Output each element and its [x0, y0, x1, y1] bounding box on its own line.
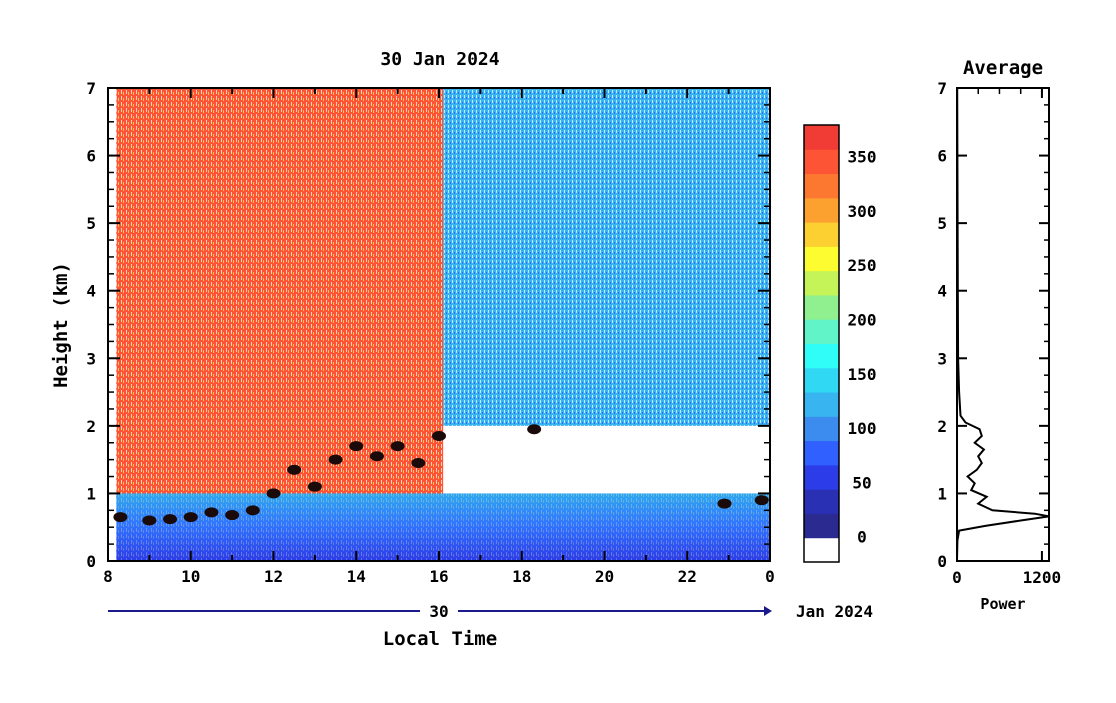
layer-point-1 [113, 512, 128, 523]
colorbar-swatch-6 [804, 392, 839, 417]
layer-point-13 [369, 451, 384, 462]
colorbar-swatch-11 [804, 270, 839, 296]
layer-point-2 [142, 515, 157, 526]
x-tick-label-3: 14 [347, 567, 366, 586]
layer-point-8 [266, 488, 281, 499]
layer-point-17 [527, 424, 542, 435]
colorbar-swatch-14 [804, 197, 839, 223]
y-tick-label-3: 3 [86, 349, 96, 368]
heatmap-region-texture-2 [443, 88, 770, 426]
profile-y-tick-label-4: 4 [937, 282, 947, 301]
colorbar-swatch-16 [804, 149, 839, 175]
heatmap-x-label: Local Time [383, 628, 497, 650]
date-axis-arrow [764, 606, 772, 616]
profile-y-tick-label-3: 3 [937, 349, 947, 368]
y-tick-label-2: 2 [86, 417, 96, 436]
heatmap-region-texture-1 [116, 88, 444, 501]
heatmap-region-texture-3 [116, 493, 770, 561]
profile-y-tick-label-2: 2 [937, 417, 947, 436]
profile-y-ticks: 0 1 2 3 4 5 6 7 [937, 79, 1049, 571]
colorbar-swatch-9 [804, 319, 839, 344]
colorbar-tick-label-4: 200 [848, 311, 877, 330]
colorbar-tick-label-1: 50 [852, 473, 871, 492]
heatmap-x-ticks: 8 10 12 14 16 18 20 22 0 [103, 88, 775, 586]
x-tick-label-1: 10 [181, 567, 200, 586]
colorbar-swatch-15 [804, 173, 839, 199]
layer-point-10 [307, 481, 322, 492]
profile-y-tick-label-5: 5 [937, 214, 947, 233]
layer-point-7 [245, 505, 260, 516]
x-tick-label-6: 20 [595, 567, 614, 586]
profile-x-tick-label-0: 0 [952, 568, 962, 587]
y-tick-label-6: 6 [86, 147, 96, 166]
layer-point-3 [163, 514, 178, 525]
layer-point-6 [225, 510, 240, 521]
heatmap-title: 30 Jan 2024 [380, 49, 499, 70]
heatmap-y-ticks: 0 1 2 3 4 5 6 7 [86, 79, 770, 571]
x-tick-label-2: 12 [264, 567, 283, 586]
x-tick-label-7: 22 [678, 567, 697, 586]
x-tick-label-5: 18 [512, 567, 531, 586]
x-tick-label-8: 0 [765, 567, 775, 586]
profile-y-tick-label-6: 6 [937, 147, 947, 166]
colorbar-swatch-4 [804, 440, 839, 466]
layer-point-9 [287, 464, 302, 475]
y-tick-label-4: 4 [86, 282, 96, 301]
layer-point-16 [432, 430, 446, 441]
colorbar-tick-label-5: 250 [848, 256, 877, 275]
profile-x-ticks: 0 1200 [952, 88, 1061, 587]
layer-point-14 [390, 441, 405, 452]
colorbar-swatch-7 [804, 367, 839, 393]
profile-line [956, 87, 1050, 562]
cloud-layer [113, 424, 769, 526]
profile-y-tick-label-0: 0 [937, 552, 947, 571]
colorbar-swatch-13 [804, 222, 839, 247]
colorbar-swatch-1 [804, 513, 839, 539]
layer-point-18 [717, 498, 732, 509]
profile-y-tick-label-7: 7 [937, 79, 947, 98]
profile-y-tick-label-1: 1 [937, 484, 947, 503]
date-axis-month: Jan 2024 [796, 602, 873, 621]
colorbar-tick-label-3: 150 [848, 365, 877, 384]
colorbar-tick-label-2: 100 [848, 419, 877, 438]
layer-point-19 [754, 495, 769, 506]
colorbar-swatch-17 [804, 125, 839, 150]
heatmap-regions [116, 88, 770, 561]
y-tick-label-1: 1 [86, 484, 96, 503]
layer-point-11 [328, 454, 343, 465]
colorbar-swatch-5 [804, 416, 839, 442]
layer-point-12 [349, 441, 364, 452]
layer-point-4 [183, 512, 198, 523]
x-tick-label-4: 16 [429, 567, 448, 586]
colorbar-tick-label-7: 350 [848, 148, 877, 167]
colorbar-swatch-8 [804, 343, 839, 369]
colorbar-frame [803, 124, 840, 563]
y-tick-label-7: 7 [86, 79, 96, 98]
colorbar-tick-label-6: 300 [848, 202, 877, 221]
y-tick-label-0: 0 [86, 552, 96, 571]
colorbar-swatch-10 [804, 294, 839, 320]
y-tick-label-5: 5 [86, 214, 96, 233]
layer-point-15 [411, 458, 426, 469]
colorbar-swatch-0 [804, 537, 839, 563]
colorbar-tick-label-0: 0 [857, 528, 867, 547]
heatmap-y-label: Height (km) [50, 262, 72, 388]
colorbar [804, 125, 839, 563]
colorbar-swatch-2 [804, 489, 839, 514]
colorbar-ticks: 0 50 100 150 200 250 300 350 [848, 148, 877, 547]
date-axis-day: 30 [429, 602, 448, 621]
colorbar-swatch-3 [804, 464, 839, 490]
layer-point-5 [204, 507, 219, 518]
x-tick-label-0: 8 [103, 567, 113, 586]
profile-x-tick-label-1: 1200 [1023, 568, 1062, 587]
profile-title: Average [963, 57, 1043, 79]
profile-x-label: Power [980, 595, 1025, 613]
colorbar-swatch-12 [804, 246, 839, 272]
